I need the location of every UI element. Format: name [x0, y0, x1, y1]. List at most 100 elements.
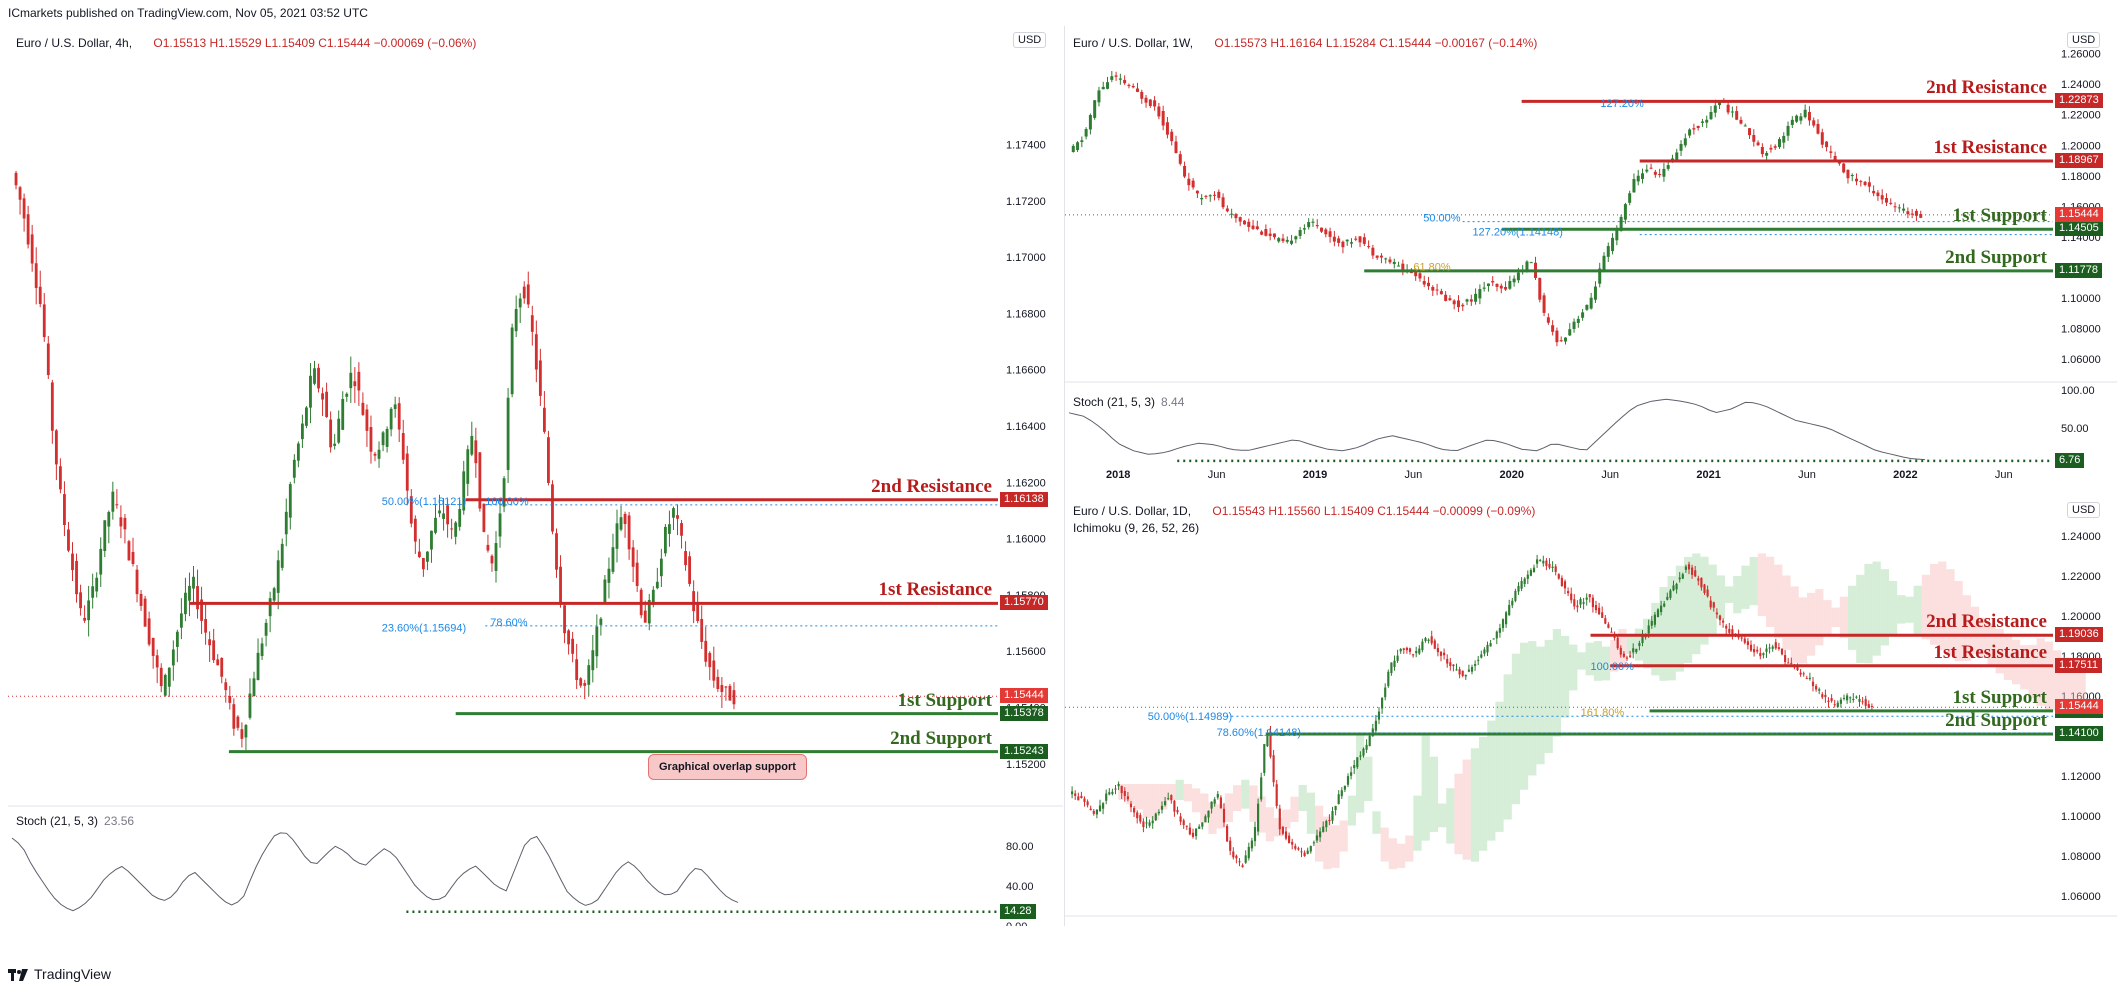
ichimoku-cloud-segment [1913, 585, 1922, 634]
candle-body [1884, 198, 1888, 203]
candle-body [1393, 660, 1396, 667]
ichimoku-cloud-segment [1938, 561, 1947, 651]
price-axis-label: 1.26000 [2061, 49, 2101, 61]
candle-body [1217, 191, 1221, 198]
chart-panel-1w[interactable]: 1.260001.240001.220001.200001.180001.160… [1065, 26, 2117, 492]
candle-body [1477, 659, 1480, 661]
candle-body [1790, 119, 1794, 125]
ichimoku-cloud-segment [1470, 748, 1479, 862]
candle-body [357, 371, 361, 391]
candle-body [99, 548, 103, 575]
chart-1d-svg[interactable]: 1.240001.220001.200001.180001.160001.140… [1065, 496, 2117, 926]
ichimoku-cloud-segment [1716, 575, 1725, 619]
candle-body [1127, 84, 1131, 87]
time-axis-label: Jun [1601, 469, 1619, 481]
chart-panel-1d[interactable]: 1.240001.220001.200001.180001.160001.140… [1065, 496, 2117, 926]
candle-body [668, 524, 671, 534]
candle-body [1675, 583, 1678, 590]
ichimoku-cloud-segment [1274, 817, 1283, 837]
candle-body [95, 577, 99, 592]
ichimoku-cloud-segment [1413, 795, 1422, 851]
ichimoku-cloud-segment [2012, 639, 2021, 685]
candle-body [248, 693, 252, 718]
candle-body [696, 603, 700, 622]
price-axis-label: 1.22000 [2061, 571, 2101, 583]
candle-body [1520, 580, 1523, 589]
candle-body [1495, 631, 1498, 639]
chart-1w-svg[interactable]: 1.260001.240001.220001.200001.180001.160… [1065, 26, 2117, 492]
candle-body [1294, 845, 1297, 849]
candle-body [454, 522, 458, 537]
candle-body [1448, 298, 1452, 301]
candle-body [1876, 192, 1880, 197]
stoch-axis-label: 0.00 [1006, 921, 1027, 926]
candle-body [1346, 776, 1350, 785]
candle-body [1354, 238, 1358, 240]
level-price-tag: 1.14100 [2055, 726, 2103, 741]
candle-body [1499, 285, 1503, 289]
ichimoku-cloud-segment [1766, 556, 1775, 628]
candle-body [127, 541, 131, 561]
stoch-value-tag: 6.76 [2055, 452, 2085, 468]
ichimoku-cloud-segment [1757, 553, 1766, 617]
candle-body [1396, 655, 1399, 661]
candle-body [1418, 648, 1421, 654]
candle-body [1095, 809, 1098, 815]
candle-body [486, 544, 490, 551]
candle-body [1486, 644, 1489, 653]
price-axis-label: 1.22000 [2061, 110, 2101, 122]
candle-body [1787, 662, 1790, 664]
chart-4h-svg[interactable]: 1.17400 1.17200 1.17000 1.16800 1.16600 1.164… [8, 26, 1063, 926]
currency-tag-1d[interactable]: USD [2067, 502, 2101, 518]
candle-body [1288, 835, 1291, 844]
candle-body [1157, 811, 1160, 814]
candle-body [1656, 609, 1660, 618]
ichimoku-cloud-segment [1405, 835, 1414, 862]
fib-level-label: 61.80% [1413, 262, 1451, 274]
candle-body [1598, 268, 1602, 284]
candle-body [1563, 337, 1567, 342]
legend-1w: Euro / U.S. Dollar, 1W, O1.15573 H1.1616… [1073, 36, 1537, 50]
candle-body [1765, 152, 1769, 156]
ichimoku-label: Ichimoku (9, 26, 52, 26) [1073, 521, 1200, 535]
candle-body [720, 685, 724, 693]
ichimoku-cloud-segment [1421, 735, 1430, 841]
candle-body [119, 517, 123, 527]
candle-body [1696, 125, 1700, 129]
candle-body [42, 304, 46, 338]
candle-body [619, 517, 623, 530]
candle-body [1572, 321, 1576, 329]
currency-tag-4h[interactable]: USD [1013, 32, 1047, 48]
candle-body [1294, 236, 1298, 240]
candle-body [1818, 689, 1821, 691]
candle-body [1650, 620, 1653, 626]
candle-body [1174, 141, 1178, 153]
candle-body [1830, 698, 1833, 701]
ichimoku-cloud-segment [1298, 785, 1307, 812]
candle-body [426, 551, 429, 562]
candle-body [1546, 317, 1550, 323]
candle-body [1713, 105, 1717, 113]
candle-body [1647, 625, 1650, 634]
candle-body [58, 466, 62, 490]
ichimoku-cloud-segment [1643, 618, 1652, 669]
candle-body [490, 555, 494, 564]
candle-body [349, 372, 353, 389]
candle-body [1514, 590, 1517, 601]
ichimoku-cloud-segment [1347, 795, 1356, 826]
candle-body [1331, 811, 1334, 821]
candle-body [442, 513, 445, 519]
chart-panel-4h[interactable]: 1.17400 1.17200 1.17000 1.16800 1.16600 1.164… [8, 26, 1063, 926]
candle-body [1897, 207, 1901, 209]
currency-tag-1w[interactable]: USD [2067, 32, 2101, 48]
ichimoku-cloud-segment [1364, 756, 1373, 802]
candle-body [1191, 832, 1195, 837]
price-axis-label: 1.10000 [2061, 811, 2101, 823]
candle-body [434, 517, 437, 533]
footer-brand[interactable]: TradingView [8, 966, 111, 982]
candle-body [1444, 294, 1448, 301]
candle-body [1455, 669, 1458, 671]
candle-body [1688, 129, 1692, 136]
candle-body [1315, 225, 1319, 227]
candle-body [1568, 329, 1572, 336]
